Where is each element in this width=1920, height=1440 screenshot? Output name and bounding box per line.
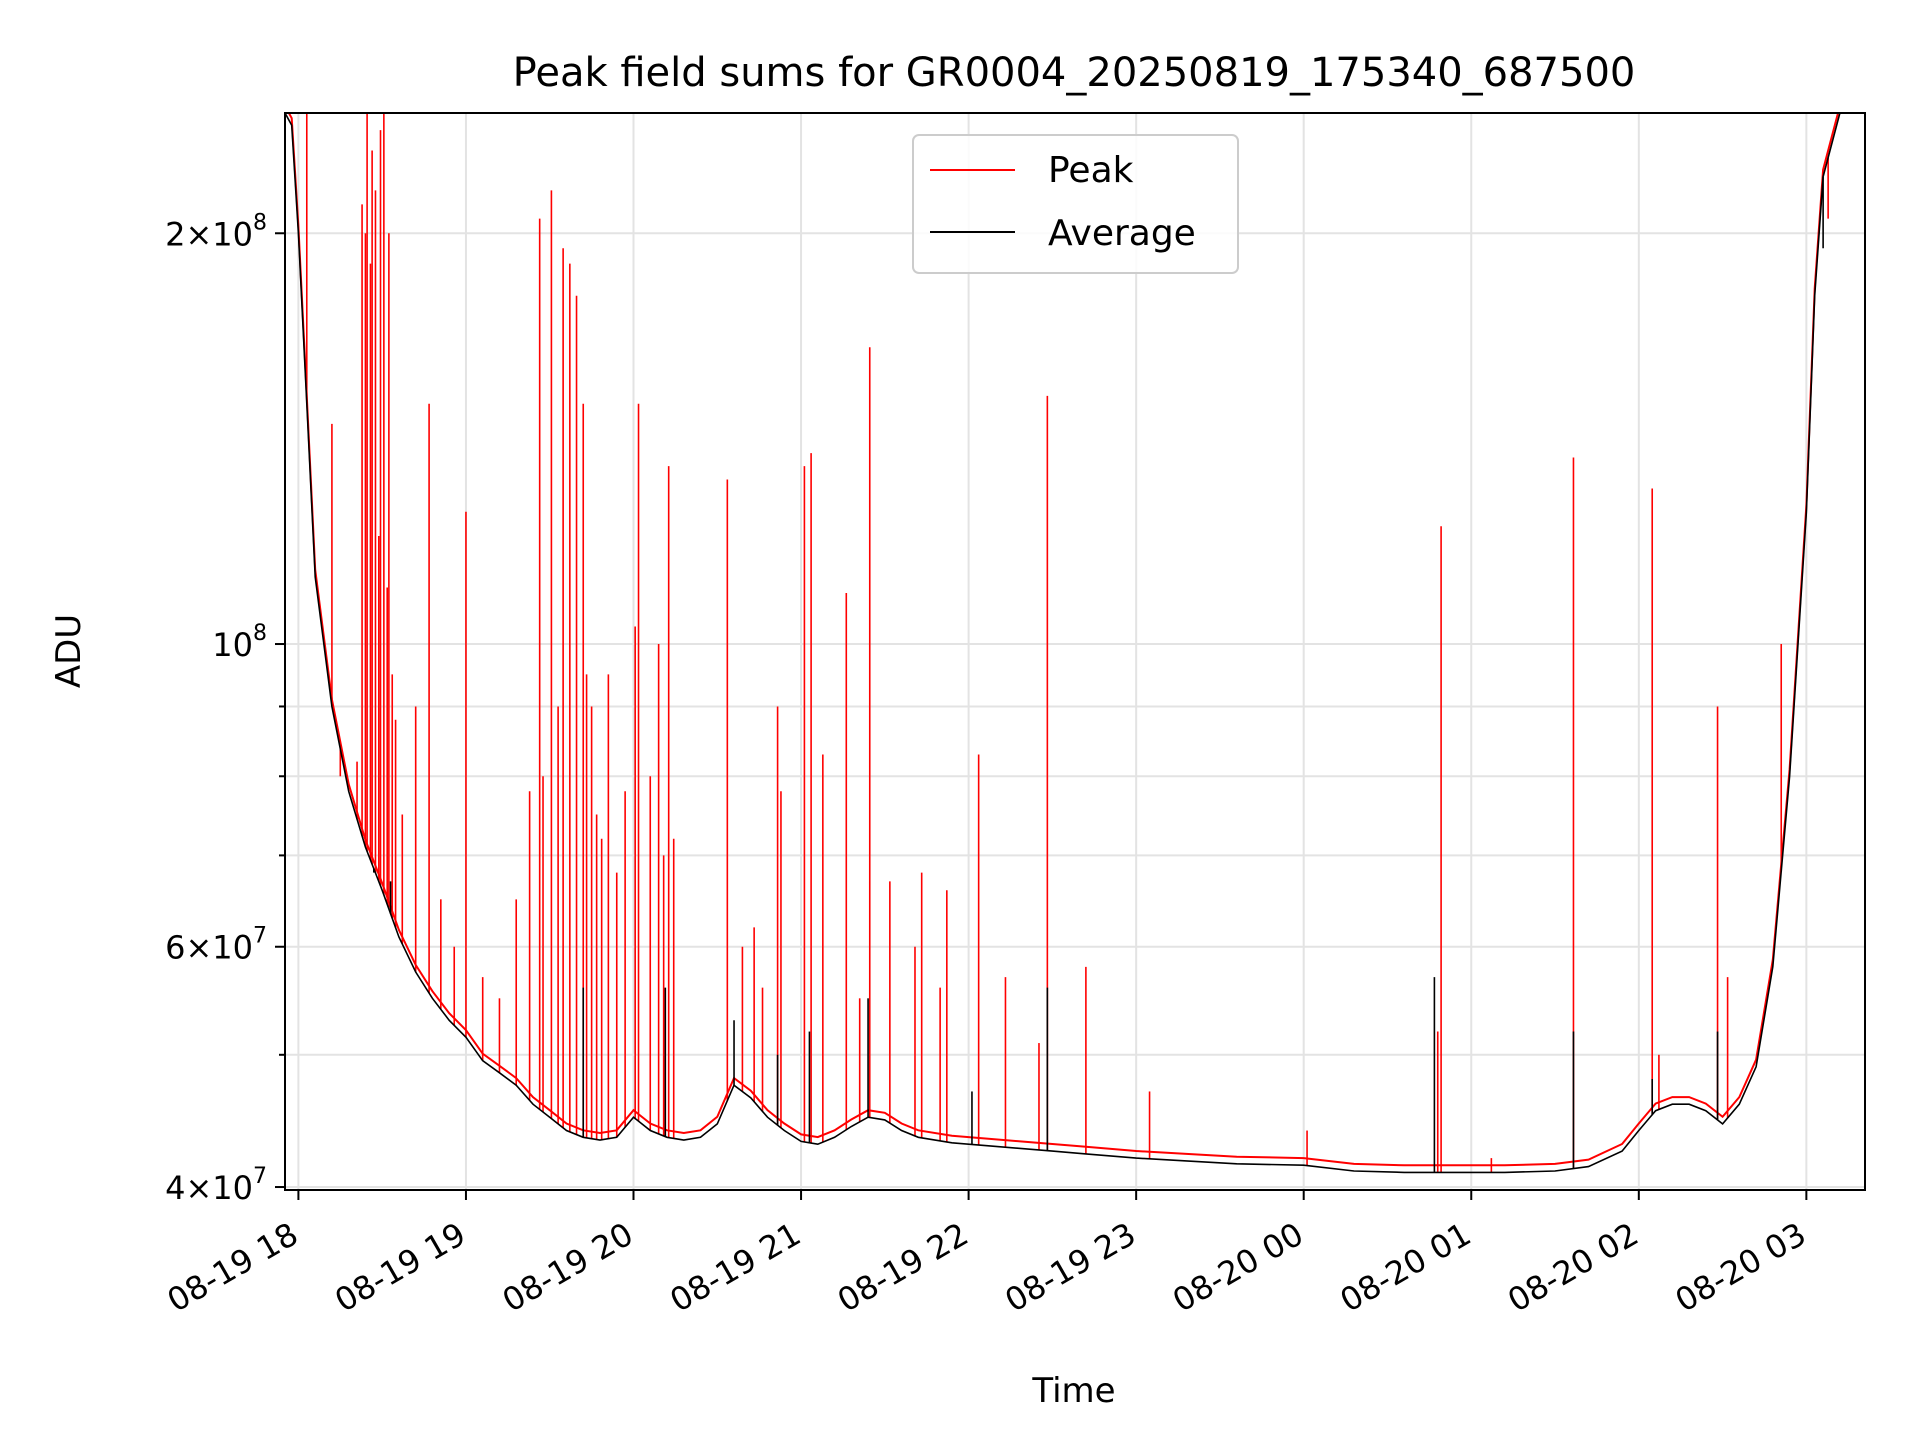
legend-label-average: Average (1048, 213, 1196, 254)
plot-frame (284, 112, 1866, 1191)
legend-label-peak: Peak (1048, 150, 1134, 191)
y-tick-label: 2×108 (165, 210, 267, 253)
peak-line (287, 113, 1840, 1167)
y-tick-label: 4×107 (165, 1164, 267, 1207)
y-axis-ticks: 4×107 6×107 108 2×108 (165, 210, 285, 1207)
x-axis-label: Time (1031, 1371, 1115, 1411)
y-axis-label: ADU (49, 614, 89, 688)
average-line (285, 113, 1865, 1174)
legend: Peak Average (912, 134, 1239, 274)
chart-title: Peak field sums for GR0004_20250819_1753… (513, 50, 1636, 96)
grid (285, 113, 1865, 1190)
peak-series (287, 113, 1840, 1173)
y-tick-label: 108 (212, 621, 267, 664)
y-tick-label: 6×107 (165, 924, 267, 967)
average-series (285, 113, 1865, 1174)
